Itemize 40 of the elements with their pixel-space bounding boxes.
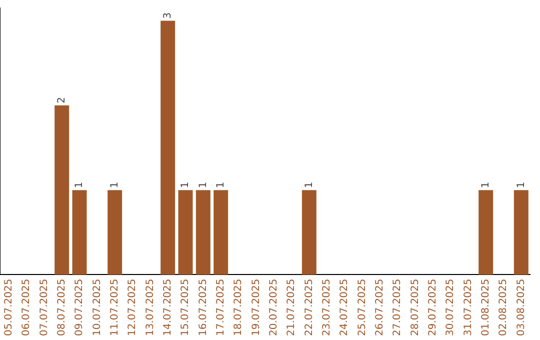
x-tick-label: 02.08.2025 [498, 278, 510, 336]
x-tick-label: 20.07.2025 [268, 278, 280, 336]
x-tick-label: 21.07.2025 [286, 278, 298, 336]
x-tick-label: 17.07.2025 [215, 278, 226, 336]
x-tick-label: 08.07.2025 [56, 278, 68, 336]
x-tick-label: 28.07.2025 [410, 278, 421, 336]
data-label: 1 [480, 182, 492, 188]
data-label: 3 [162, 12, 174, 19]
data-label: 1 [109, 182, 120, 188]
x-tick-label: 18.07.2025 [233, 278, 244, 336]
x-tick-label: 31.07.2025 [462, 278, 474, 336]
x-tick-label: 29.07.2025 [427, 278, 438, 336]
x-tick-label: 23.07.2025 [321, 278, 332, 336]
x-tick-label: 19.07.2025 [250, 278, 262, 336]
x-tick-label: 12.07.2025 [127, 278, 138, 336]
data-label: 1 [198, 182, 209, 188]
x-tick-label: 06.07.2025 [21, 278, 32, 336]
x-tick-label: 22.07.2025 [304, 278, 315, 336]
data-label: 1 [74, 182, 86, 188]
x-tick-label: 24.07.2025 [339, 278, 350, 336]
x-tick-label: 30.07.2025 [445, 278, 456, 336]
x-tick-label: 10.07.2025 [92, 278, 103, 336]
data-label: 1 [180, 182, 192, 188]
x-tick-label: 15.07.2025 [180, 278, 192, 336]
x-tick-label: 09.07.2025 [74, 278, 86, 336]
data-label: 1 [516, 182, 527, 188]
x-tick-label: 16.07.2025 [198, 278, 209, 336]
x-tick-label: 07.07.2025 [38, 278, 50, 336]
data-label: 2 [56, 97, 68, 104]
x-tick-label: 01.08.2025 [480, 278, 492, 336]
x-tick-label: 26.07.2025 [374, 278, 386, 336]
x-tick-label: 14.07.2025 [162, 278, 174, 336]
x-tick-label: 03.08.2025 [516, 278, 527, 336]
x-tick-label: 25.07.2025 [356, 278, 368, 336]
data-label: 1 [304, 182, 315, 188]
x-tick-label: 11.07.2025 [109, 278, 120, 336]
data-label: 1 [215, 182, 226, 188]
x-tick-label: 13.07.2025 [144, 278, 156, 336]
x-tick-label: 05.07.2025 [3, 278, 14, 336]
x-tick-label: 27.07.2025 [392, 278, 404, 336]
